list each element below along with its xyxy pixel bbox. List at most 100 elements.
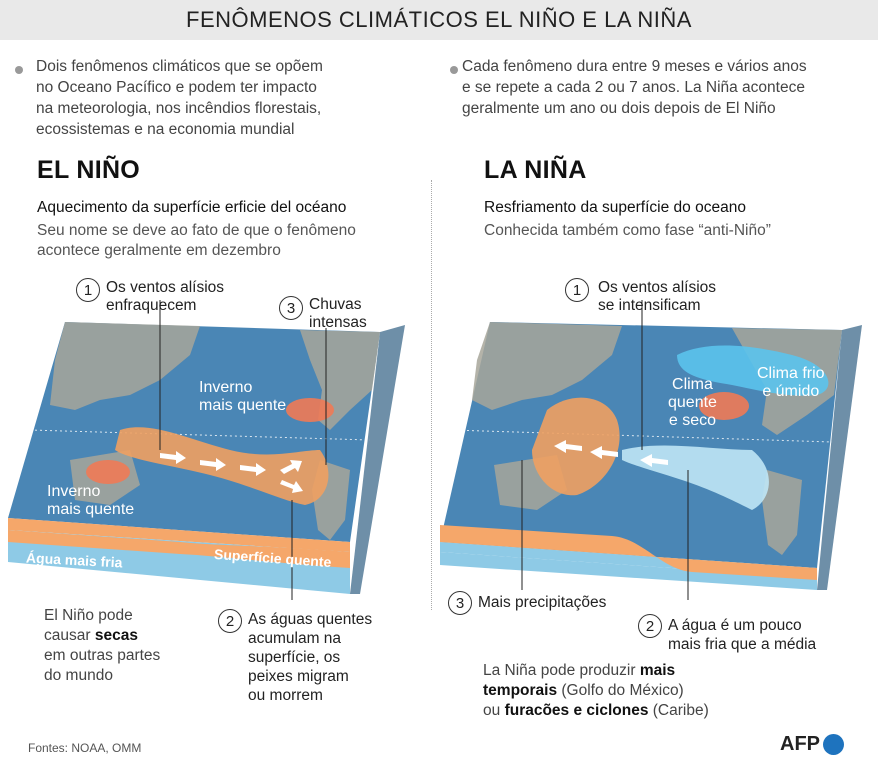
equator-line	[29, 429, 371, 441]
intro-left: Dois fenômenos climáticos que se opõem n…	[36, 56, 366, 140]
wind-arrow	[280, 480, 303, 493]
intro-right: Cada fenômeno dura entre 9 meses e vário…	[462, 56, 862, 119]
note-line: do mundo	[44, 667, 113, 684]
la-nina-annotation-3: Mais precipitações	[478, 594, 607, 611]
wind-arrow	[640, 454, 668, 467]
map-label-line: quente	[668, 394, 717, 411]
title-band: FENÔMENOS CLIMÁTICOS EL NIÑO E LA NIÑA	[0, 0, 878, 40]
warm-layer-band	[8, 530, 350, 568]
cold-water-layer	[440, 552, 817, 590]
note-line: ou furacões e ciclones (Caribe)	[483, 701, 709, 721]
la-nina-cold-label: Clima frio e úmido	[757, 365, 825, 401]
center-divider	[431, 180, 432, 610]
wind-arrow	[160, 451, 186, 464]
annotation-line: se intensificam	[598, 297, 701, 314]
la-nina-map	[440, 300, 862, 600]
map-label-line: Clima frio	[757, 365, 825, 382]
annotation-number-1: 1	[565, 278, 589, 302]
el-nino-map	[8, 300, 405, 600]
intro-right-line: geralmente um ano ou dois depois de El N…	[462, 100, 776, 117]
el-nino-winter-label-2: Inverno mais quente	[47, 483, 134, 519]
annotation-line: ou morrem	[248, 687, 323, 704]
note-line: El Niño pode	[44, 607, 133, 624]
el-nino-winter-label-1: Inverno mais quente	[199, 379, 286, 415]
afp-logo-dot-icon	[823, 734, 844, 755]
warm-blob-north	[286, 398, 334, 422]
annotation-line: Os ventos alísios	[106, 279, 225, 296]
wind-arrows	[160, 451, 303, 493]
el-nino-annotation-1: Os ventos alísios enfraquecem	[106, 279, 224, 315]
map-side	[350, 325, 405, 594]
note-text: (Caribe)	[648, 702, 709, 719]
annotation-number-2: 2	[218, 609, 242, 633]
annotation-number-2: 2	[638, 614, 662, 638]
map-label-line: Inverno	[199, 379, 253, 396]
note-line: temporais (Golfo do México)	[483, 681, 709, 701]
annotation-line: Os ventos alísios	[598, 279, 717, 296]
el-nino-desc-line: acontece geralmente em dezembro	[37, 242, 281, 259]
el-nino-heading: EL NIÑO	[37, 156, 141, 184]
bullet-dot-left	[15, 66, 23, 74]
south-america-landmass	[762, 470, 802, 555]
la-nina-subtitle: Resfriamento da superfície do oceano	[484, 199, 746, 216]
annotation-line: As águas quentes	[248, 611, 373, 628]
el-nino-note: El Niño pode causar secas em outras part…	[44, 606, 160, 686]
note-bold: mais	[639, 662, 676, 679]
map-label-line: e seco	[668, 412, 717, 429]
annotation-number-3: 3	[448, 591, 472, 615]
la-nina-dry-label: Clima quente e seco	[668, 376, 717, 430]
asia-landmass	[472, 322, 622, 410]
wind-arrow	[240, 463, 266, 476]
annotation-line: peixes migram	[248, 668, 349, 685]
el-nino-annotation-3: Chuvas intensas	[309, 296, 367, 332]
warm-surface-layer	[8, 518, 350, 552]
note-bold: furacões e ciclones	[504, 702, 649, 719]
note-bold: secas	[94, 627, 138, 644]
intro-left-line: ecossistemas e na economia mundial	[36, 121, 295, 138]
intro-right-line: Cada fenômeno dura entre 9 meses e vário…	[462, 58, 807, 75]
wind-arrow	[280, 460, 302, 474]
annotation-number-1: 1	[76, 278, 100, 302]
afp-logo-text: AFP	[780, 733, 820, 755]
la-nina-annotation-1: Os ventos alísios se intensificam	[598, 279, 716, 315]
la-nina-note: La Niña pode produzir mais temporais (Go…	[483, 661, 709, 721]
wind-arrow	[200, 458, 226, 471]
sources-text: Fontes: NOAA, OMM	[28, 741, 142, 755]
el-nino-annotation-2: As águas quentes acumulam na superfície,…	[248, 610, 372, 705]
annotation-line: mais fria que a média	[668, 636, 817, 653]
annotation-line: superfície, os	[248, 649, 341, 666]
dry-warm-blob	[699, 392, 749, 420]
la-nina-desc-line: Conhecida também como fase “anti-Niño”	[484, 222, 771, 239]
annotation-line: acumulam na	[248, 630, 342, 647]
la-nina-heading: LA NIÑA	[484, 156, 587, 184]
map-label-line: mais quente	[47, 501, 135, 518]
warm-blob-south	[86, 460, 130, 484]
note-line: La Niña pode produzir mais	[483, 661, 709, 681]
annotation-number-3: 3	[279, 296, 303, 320]
afp-logo: AFP	[780, 733, 844, 756]
wind-arrow	[590, 446, 618, 459]
map-side	[817, 325, 862, 590]
note-line: causar secas	[44, 626, 160, 646]
annotation-line: Chuvas	[309, 296, 362, 313]
bullet-dot-right	[450, 66, 458, 74]
note-text: ou	[483, 702, 505, 719]
intro-right-line: e se repete a cada 2 ou 7 anos. La Niña …	[462, 79, 805, 96]
note-bold: temporais	[483, 682, 558, 699]
map-label-line: e úmido	[762, 383, 820, 400]
warm-layer-band	[440, 525, 817, 580]
annotation-line: intensas	[309, 314, 367, 331]
annotation-line: enfraquecem	[106, 297, 197, 314]
intro-left-line: no Oceano Pacífico e podem ter impacto	[36, 79, 317, 96]
intro-left-line: na meteorologia, nos incêndios florestai…	[36, 100, 322, 117]
cold-humid-zone	[677, 345, 829, 396]
annotation-line: A água é um pouco	[668, 617, 802, 634]
note-text: La Niña pode produzir	[483, 662, 640, 679]
wind-arrows	[554, 440, 668, 467]
map-label-line: Inverno	[47, 483, 101, 500]
el-nino-subtitle: Aquecimento da superfície erficie del oc…	[37, 199, 347, 216]
la-nina-description: Conhecida também como fase “anti-Niño”	[484, 221, 771, 241]
wind-arrow	[554, 440, 582, 453]
note-text: causar	[44, 627, 95, 644]
la-nina-annotation-2: A água é um pouco mais fria que a média	[668, 616, 816, 654]
